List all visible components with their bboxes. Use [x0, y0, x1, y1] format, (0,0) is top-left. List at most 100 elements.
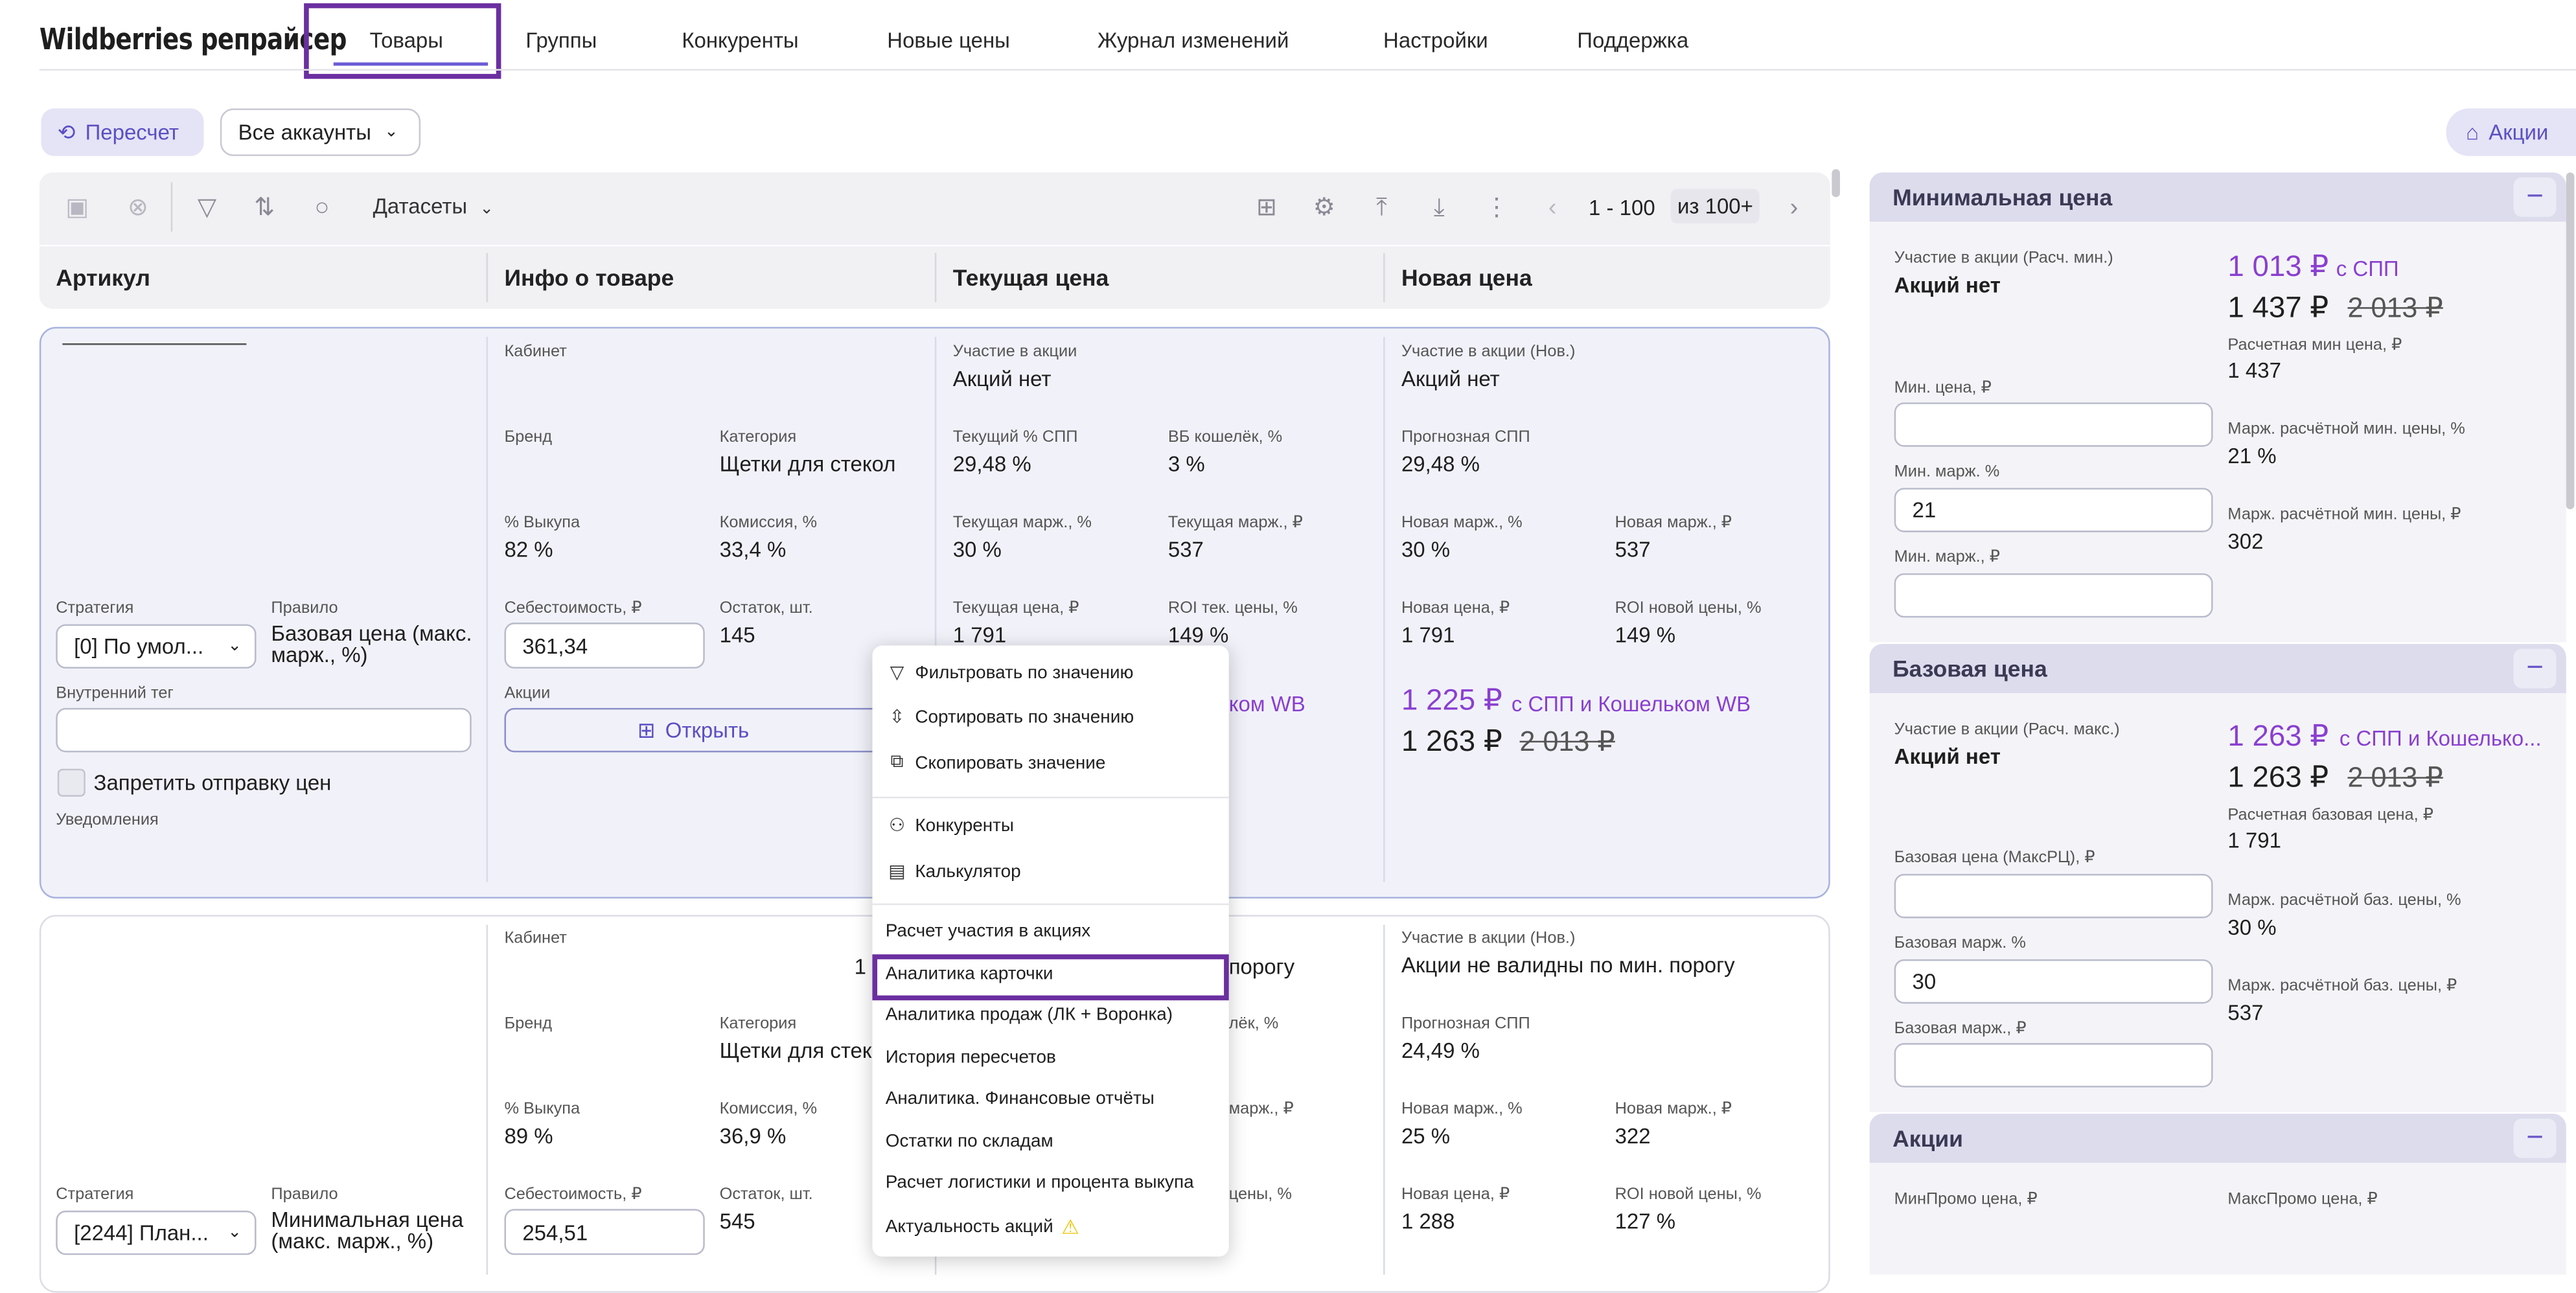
buyout-label: % Выкупа: [504, 1100, 581, 1119]
menu-divider: [872, 903, 1229, 906]
block-prices-checkbox[interactable]: [57, 768, 86, 797]
search-icon[interactable]: ○: [314, 194, 330, 222]
cost-input[interactable]: 361,34: [504, 623, 705, 669]
upload-icon[interactable]: ⤒: [1376, 194, 1387, 222]
min-margin-pct-input[interactable]: 21: [1894, 488, 2213, 532]
next-page-icon[interactable]: ›: [1789, 194, 1799, 222]
menu-item-competitors[interactable]: ⚇ Конкуренты: [886, 815, 1014, 836]
tab-competitors[interactable]: Конкуренты: [682, 28, 799, 53]
gear-icon[interactable]: ⚙: [1313, 194, 1335, 222]
table-scrollbar[interactable]: [1832, 169, 1840, 198]
tab-groups[interactable]: Группы: [525, 28, 597, 53]
stock-value: 145: [719, 623, 755, 648]
cancel-icon[interactable]: ⊗: [128, 194, 148, 222]
menu-item-financial-reports[interactable]: Аналитика. Финансовые отчёты: [885, 1089, 1155, 1109]
panel-min-price-header[interactable]: Минимальная цена −: [1869, 172, 2566, 222]
column-divider: [486, 336, 489, 882]
internal-tag-input[interactable]: [56, 707, 472, 753]
base-margin-rub-input[interactable]: [1894, 1043, 2213, 1088]
column-header-current-price[interactable]: Текущая цена: [952, 264, 1109, 291]
forecast-spp-value: 29,48 %: [1401, 452, 1480, 477]
strategy-label: Стратегия: [56, 599, 134, 618]
collapse-icon[interactable]: −: [2513, 648, 2557, 689]
menu-item-copy-value[interactable]: ⧉ Скопировать значение: [886, 752, 1106, 773]
download-icon[interactable]: ⤓: [1433, 194, 1445, 222]
panel-scrollbar[interactable]: [2566, 172, 2575, 510]
menu-item-warehouse-stock[interactable]: Остатки по складам: [885, 1132, 1053, 1152]
accounts-select[interactable]: Все аккаунты ⌄: [220, 108, 421, 156]
menu-item-sort-by-value[interactable]: ⇳ Сортировать по значению: [886, 706, 1134, 728]
collapse-icon[interactable]: −: [2513, 177, 2557, 217]
panel-promos-header[interactable]: Акции −: [1869, 1114, 2566, 1163]
grid-icon[interactable]: ⊞: [1256, 194, 1277, 222]
strategy-select[interactable]: [0] По умол... ⌄: [56, 624, 257, 669]
tab-new-prices[interactable]: Новые цены: [887, 28, 1010, 53]
cost-input[interactable]: 254,51: [504, 1209, 705, 1255]
promos-button[interactable]: ⌂ Акции: [2446, 108, 2576, 156]
active-tab-highlight: [304, 3, 501, 79]
block-prices-label: Запретить отправку цен: [93, 770, 332, 795]
pagination-total[interactable]: из 100+: [1670, 189, 1760, 223]
base-price-field-label: Базовая цена (МаксРЦ), ₽: [1894, 849, 2095, 867]
min-price-with-spp-suffix: с СПП: [2336, 256, 2399, 281]
current-wb-price-suffix: ком WB: [1228, 691, 1305, 716]
filter-icon[interactable]: ▽: [197, 194, 217, 222]
menu-item-logistics-calculation[interactable]: Расчет логистики и процента выкупа: [885, 1173, 1194, 1193]
commission-label: Комиссия, %: [719, 1100, 817, 1119]
chevron-down-icon: ⌄: [479, 200, 494, 219]
prev-page-icon[interactable]: ‹: [1548, 194, 1557, 222]
menu-item-calculator[interactable]: ▤ Калькулятор: [886, 861, 1020, 882]
column-header-article[interactable]: Артикул: [56, 264, 150, 291]
rule-value: Базовая цена (макс. марж., %): [271, 621, 472, 667]
calc-min-label: Расчетная мин цена, ₽: [2227, 336, 2402, 355]
current-price-label: Текущая цена, ₽: [952, 599, 1079, 618]
strategy-select[interactable]: [2244] План... ⌄: [56, 1210, 257, 1255]
recalc-button[interactable]: ⟲ Пересчет: [41, 108, 204, 156]
cost-label: Себестоимость, ₽: [504, 599, 642, 618]
menu-item-sales-analytics[interactable]: Аналитика продаж (ЛК + Воронка): [885, 1005, 1173, 1025]
collapse-icon[interactable]: −: [2513, 1118, 2557, 1158]
sort-icon[interactable]: ⇅: [254, 194, 275, 222]
tab-settings[interactable]: Настройки: [1383, 28, 1488, 53]
base-margin-pct-input[interactable]: 30: [1894, 959, 2213, 1004]
cost-label: Себестоимость, ₽: [504, 1185, 642, 1204]
internal-tag-label: Внутренний тег: [56, 685, 174, 704]
menu-item-promo-relevance[interactable]: Актуальность акций ⚠: [885, 1215, 1079, 1239]
min-price-input[interactable]: [1894, 402, 2213, 447]
menu-item-card-analytics[interactable]: Аналитика карточки: [885, 964, 1053, 984]
product-image-placeholder: [62, 343, 247, 345]
tab-products[interactable]: Товары: [369, 28, 443, 53]
new-price-with-spp-suffix: с СПП и Кошельком WB: [1511, 691, 1751, 716]
current-promo-value: Акций нет: [952, 366, 1052, 391]
save-icon[interactable]: ▣: [65, 194, 89, 222]
more-vertical-icon[interactable]: ⋮: [1484, 194, 1510, 222]
menu-item-filter-by-value[interactable]: ▽ Фильтровать по значению: [886, 662, 1134, 683]
datasets-dropdown[interactable]: Датасеты ⌄: [373, 194, 494, 219]
toolbar-divider: [170, 182, 173, 232]
open-promos-button[interactable]: ⊞ Открыть: [504, 707, 882, 753]
new-margin-rub-value: 322: [1615, 1123, 1651, 1149]
panel-promos-body: [1869, 1163, 2566, 1275]
base-margin-rub-field-label: Базовая марж., ₽: [1894, 1020, 2027, 1038]
table-header: [39, 246, 1830, 309]
category-label: Категория: [719, 1015, 797, 1033]
column-header-new-price[interactable]: Новая цена: [1401, 264, 1532, 291]
base-promo-value: Акций нет: [1894, 744, 2001, 769]
app-title: Wildberries репрайсер: [39, 23, 347, 58]
base-price-with-spp-suffix: с СПП и Кошелько...: [2339, 726, 2542, 751]
buyout-value: 89 %: [504, 1123, 553, 1149]
new-promo-value: Акции не валидны по мин. порогу: [1401, 952, 1735, 978]
menu-item-promo-calculation[interactable]: Расчет участия в акциях: [885, 921, 1091, 941]
chevron-down-icon: ⌄: [384, 123, 398, 142]
base-price-input[interactable]: [1894, 873, 2213, 919]
panel-base-price-header[interactable]: Базовая цена −: [1869, 643, 2566, 694]
rule-value: Минимальная цена (макс. марж., %): [271, 1207, 464, 1253]
tab-change-log[interactable]: Журнал изменений: [1097, 28, 1289, 53]
min-price-old: 2 013 ₽: [2347, 292, 2443, 324]
column-header-product-info[interactable]: Инфо о товаре: [504, 264, 674, 291]
menu-item-recalc-history[interactable]: История пересчетов: [885, 1047, 1056, 1068]
min-price-big: 1 437 ₽: [2227, 290, 2329, 324]
tab-support[interactable]: Поддержка: [1577, 28, 1689, 53]
min-margin-rub-input[interactable]: [1894, 573, 2213, 618]
cabinet-label: Кабинет: [504, 930, 567, 948]
